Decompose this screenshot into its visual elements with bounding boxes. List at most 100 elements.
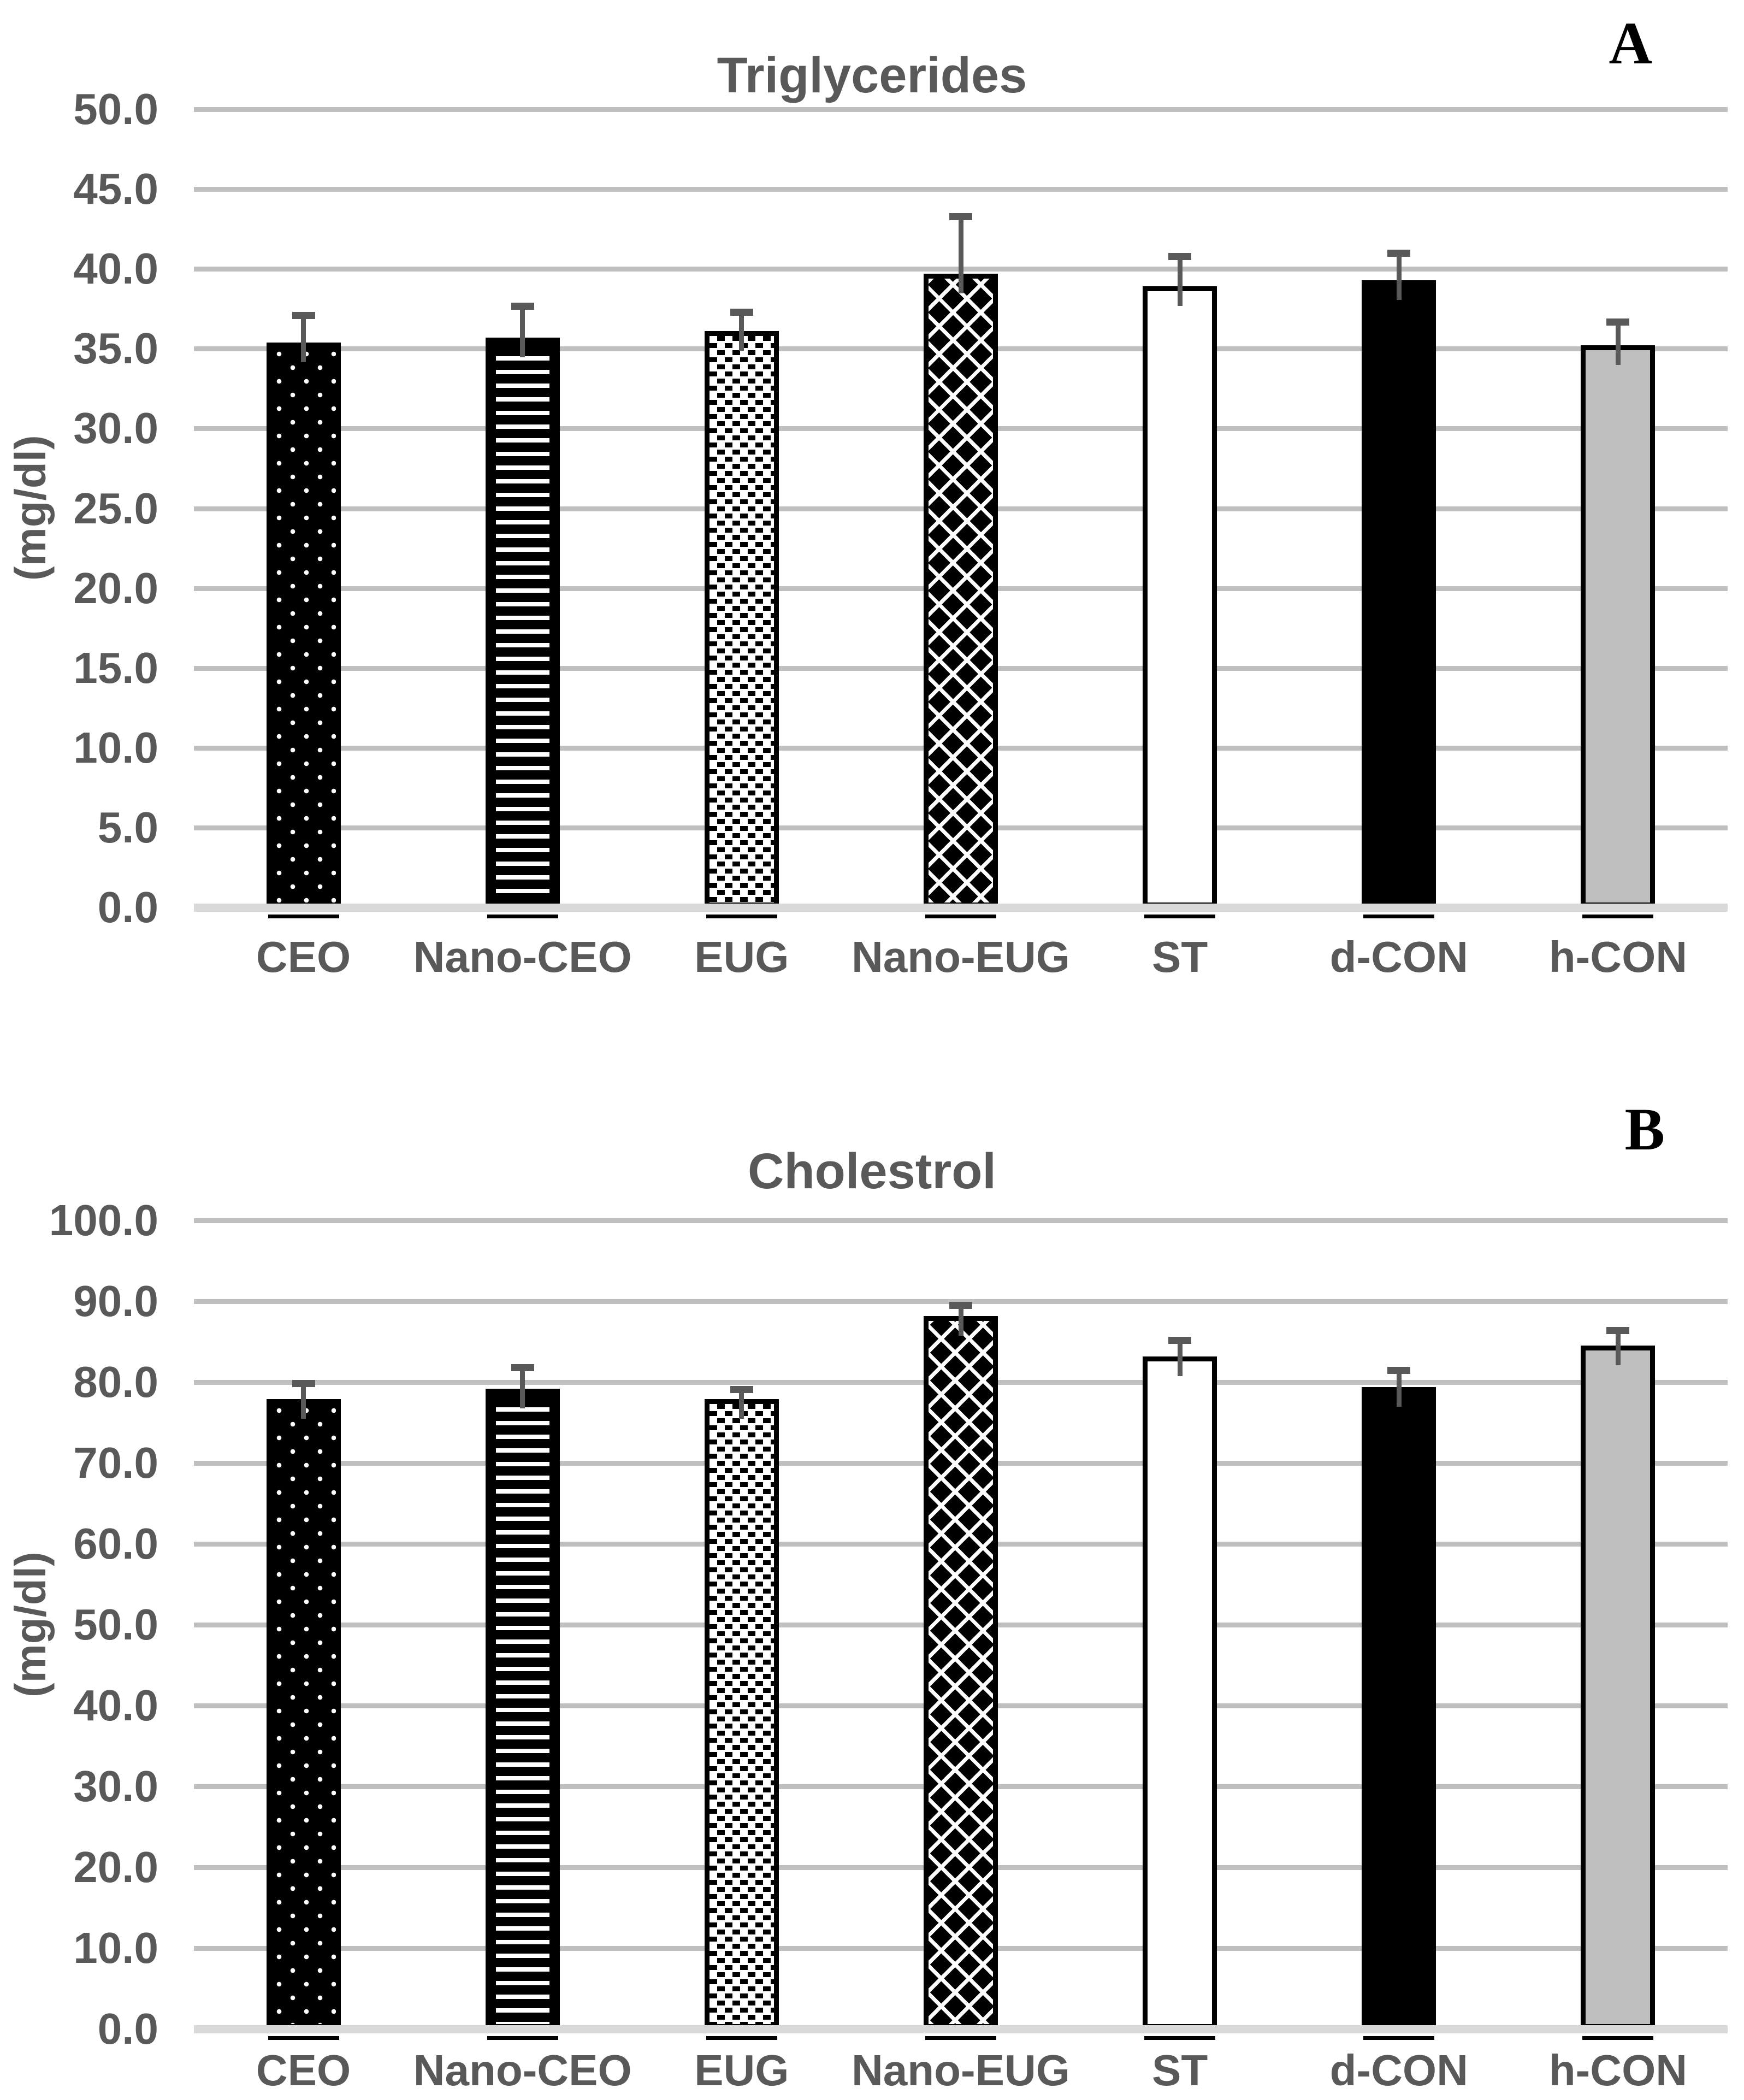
panel-letter-b: B — [1624, 1096, 1665, 1163]
y-tick-label: 5.0 — [97, 803, 158, 852]
bar-base-dash — [1144, 2036, 1216, 2040]
error-bar-cap — [1387, 250, 1411, 257]
y-tick-label: 10.0 — [73, 723, 158, 772]
chart-title-cholestrol: Cholestrol — [748, 1143, 996, 1200]
bar-eug — [704, 331, 779, 907]
x-axis-line — [194, 904, 1728, 912]
error-bar-cap — [292, 312, 315, 320]
gridline — [194, 107, 1728, 112]
bar-nano-eug — [924, 1316, 998, 2029]
bar-h-con — [1581, 345, 1656, 907]
y-tick-label: 30.0 — [73, 1762, 158, 1810]
bar-base-dash — [706, 2036, 777, 2040]
y-tick-label: 20.0 — [73, 563, 158, 612]
x-tick-label-ceo: CEO — [256, 2046, 351, 2095]
error-bar-stem — [1177, 252, 1183, 306]
x-axis-line — [194, 2025, 1728, 2033]
error-bar-cap — [292, 1379, 315, 1387]
gridline — [194, 1218, 1728, 1223]
error-bar-stem — [1615, 1327, 1621, 1366]
error-bar-stem — [520, 1364, 525, 1408]
error-bar-stem — [1396, 1366, 1402, 1407]
error-bar-cap — [730, 1386, 753, 1394]
x-tick-label-eug: EUG — [694, 933, 789, 981]
x-tick-label-nano-ceo: Nano-CEO — [413, 2046, 632, 2095]
bar-base-dash — [1144, 915, 1216, 918]
y-tick-label: 80.0 — [73, 1358, 158, 1406]
bar-base-dash — [268, 2036, 339, 2040]
error-bar-stem — [1615, 318, 1621, 365]
y-tick-label: 20.0 — [73, 1843, 158, 1891]
gridline — [194, 1299, 1728, 1304]
error-bar-stem — [301, 312, 306, 362]
error-bar-cap — [1168, 252, 1192, 260]
x-tick-label-nano-ceo: Nano-CEO — [413, 933, 632, 981]
y-tick-label: 35.0 — [73, 324, 158, 373]
bar-base-dash — [487, 915, 558, 918]
y-tick-label: 25.0 — [73, 483, 158, 533]
bar-base-dash — [1582, 2036, 1654, 2040]
bar-base-dash — [706, 915, 777, 918]
bar-st — [1143, 1356, 1217, 2029]
y-tick-label: 40.0 — [73, 244, 158, 293]
y-tick-label: 10.0 — [73, 1924, 158, 1972]
bar-h-con — [1581, 1346, 1656, 2029]
bar-nano-ceo — [485, 1388, 560, 2029]
gridline — [194, 187, 1728, 192]
error-bar-cap — [949, 213, 972, 220]
y-tick-label: 60.0 — [73, 1519, 158, 1568]
error-bar-cap — [511, 1364, 534, 1372]
bar-base-dash — [1363, 915, 1435, 918]
error-bar-stem — [520, 302, 525, 357]
error-bar-stem — [958, 1302, 963, 1336]
bar-base-dash — [268, 915, 339, 918]
bar-base-dash — [1582, 915, 1654, 918]
x-tick-label-st: ST — [1152, 933, 1208, 981]
error-bar-stem — [739, 309, 744, 351]
bar-ceo — [266, 1399, 341, 2029]
error-bar-stem — [958, 213, 963, 293]
y-tick-label: 0.0 — [97, 883, 158, 931]
x-tick-label-st: ST — [1152, 2046, 1208, 2095]
x-tick-label-h-con: h-CON — [1548, 933, 1688, 981]
bar-st — [1143, 286, 1217, 907]
error-bar-cap — [1606, 318, 1630, 326]
x-tick-label-d-con: d-CON — [1329, 2046, 1468, 2095]
y-tick-label: 40.0 — [73, 1681, 158, 1730]
error-bar-stem — [1177, 1337, 1183, 1376]
bar-eug — [704, 1399, 779, 2029]
x-tick-label-nano-eug: Nano-EUG — [852, 933, 1070, 981]
error-bar-cap — [730, 309, 753, 316]
y-tick-label: 15.0 — [73, 643, 158, 692]
y-tick-label: 100.0 — [49, 1196, 158, 1244]
bar-d-con — [1362, 1387, 1436, 2029]
panel-letter-a: A — [1609, 10, 1652, 76]
bar-base-dash — [487, 2036, 558, 2040]
error-bar-cap — [511, 302, 534, 310]
x-tick-label-d-con: d-CON — [1329, 933, 1468, 981]
error-bar-cap — [1387, 1366, 1411, 1374]
error-bar-cap — [949, 1302, 972, 1309]
bar-base-dash — [925, 915, 996, 918]
x-tick-label-ceo: CEO — [256, 933, 351, 981]
y-tick-label: 45.0 — [73, 164, 158, 214]
y-tick-label: 50.0 — [73, 85, 158, 133]
y-tick-label: 70.0 — [73, 1438, 158, 1487]
error-bar-cap — [1606, 1327, 1630, 1335]
x-tick-label-nano-eug: Nano-EUG — [852, 2046, 1070, 2095]
error-bar-stem — [301, 1379, 306, 1419]
chart-title-triglycerides: Triglycerides — [717, 48, 1027, 104]
y-tick-label: 50.0 — [73, 1600, 158, 1649]
error-bar-stem — [1396, 250, 1402, 300]
error-bar-stem — [739, 1386, 744, 1419]
y-tick-label: 30.0 — [73, 404, 158, 453]
y-tick-label: 90.0 — [73, 1277, 158, 1325]
x-tick-label-eug: EUG — [694, 2046, 789, 2095]
x-tick-label-h-con: h-CON — [1548, 2046, 1688, 2095]
bar-base-dash — [925, 2036, 996, 2040]
error-bar-cap — [1168, 1337, 1192, 1344]
bar-base-dash — [1363, 2036, 1435, 2040]
